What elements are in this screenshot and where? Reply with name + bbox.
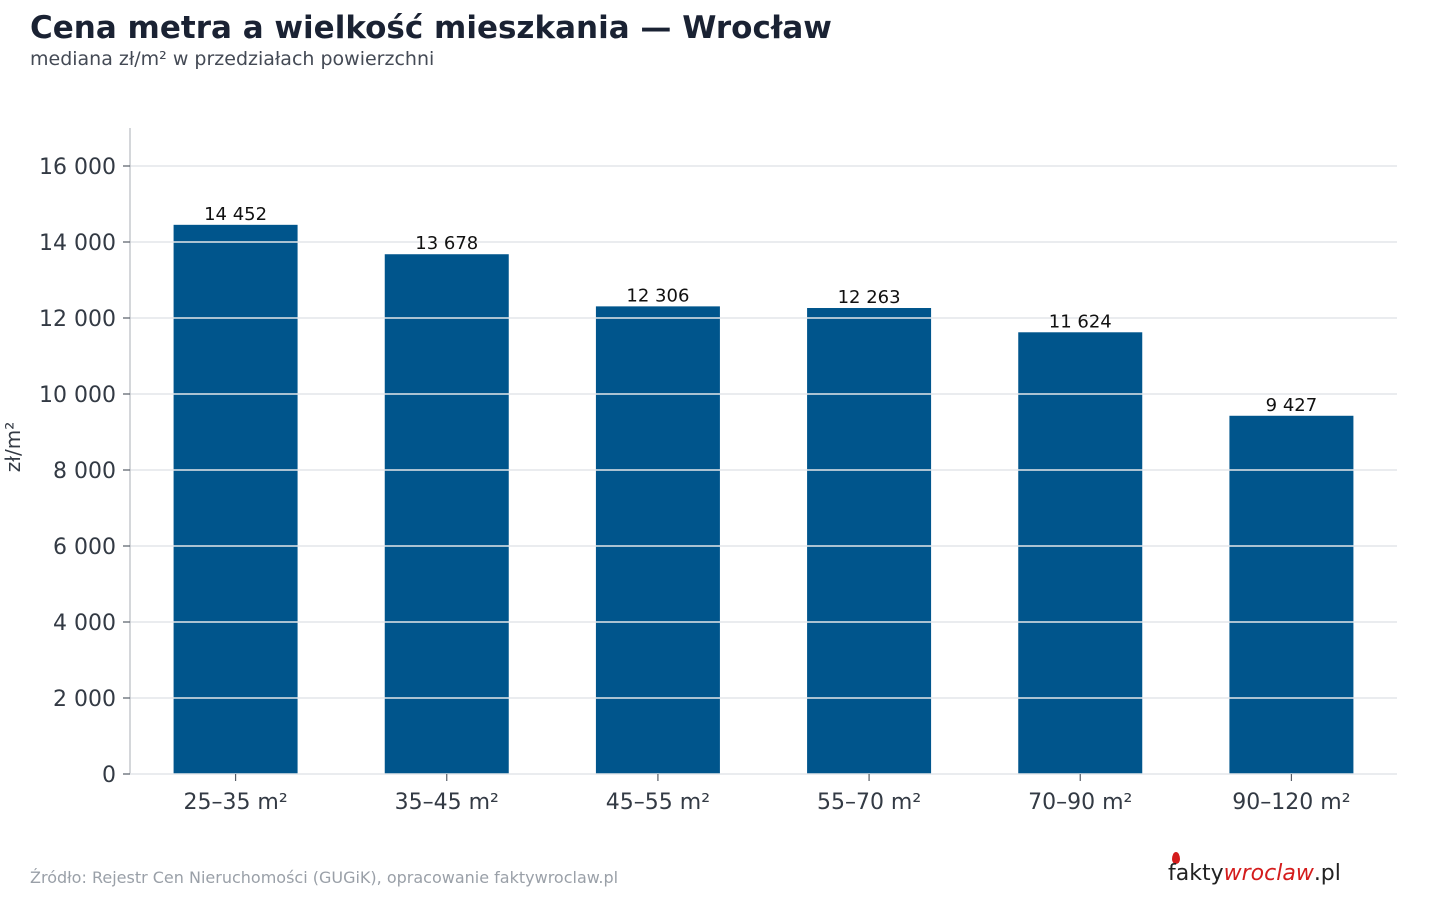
bar-value-label: 13 678	[415, 233, 478, 254]
bar-value-label: 12 306	[626, 285, 689, 306]
grid-lines	[130, 165, 1397, 699]
y-tick-label: 6 000	[53, 535, 116, 560]
y-tick-label: 10 000	[39, 383, 116, 408]
y-tick-label: 2 000	[53, 687, 116, 712]
y-axis-ticks: 0 2 000 4 000 6 000 8 000 10 000 12 000 14 000 1…	[39, 155, 130, 788]
x-tick-label: 55–70 m²	[817, 790, 921, 815]
x-tick-label: 90–120 m²	[1232, 790, 1350, 815]
source-note: Źródło: Rejestr Cen Nieruchomości (GUGiK…	[30, 868, 619, 887]
y-tick-label: 16 000	[39, 155, 116, 180]
y-tick-label: 4 000	[53, 611, 116, 636]
bar	[807, 308, 932, 774]
logo-text-pl: .pl	[1313, 861, 1341, 886]
chart-title: Cena metra a wielkość mieszkania — Wrocł…	[30, 10, 832, 46]
bar	[1018, 332, 1143, 774]
bar	[173, 224, 298, 775]
bar-value-label: 12 263	[838, 287, 901, 308]
bar	[595, 306, 720, 774]
bars-group	[173, 224, 1354, 775]
x-tick-label: 45–55 m²	[606, 790, 710, 815]
x-tick-label: 25–35 m²	[183, 790, 287, 815]
bar	[1229, 415, 1354, 774]
bar	[384, 254, 509, 775]
logo-text-wroclaw: wroclaw	[1223, 861, 1314, 886]
x-axis-ticks: 25–35 m² 14 452 35–45 m² 13 678 45–55 m² 12 3…	[183, 204, 1350, 815]
x-tick-label: 35–45 m²	[395, 790, 499, 815]
logo-drop-icon	[1172, 852, 1180, 864]
y-tick-label: 12 000	[39, 307, 116, 332]
bar-value-label: 9 427	[1266, 395, 1318, 416]
y-tick-label: 0	[102, 763, 116, 788]
bar-value-label: 14 452	[204, 204, 267, 225]
chart-subtitle: mediana zł/m² w przedziałach powierzchni	[30, 48, 435, 70]
y-tick-label: 14 000	[39, 231, 116, 256]
x-tick-label: 70–90 m²	[1028, 790, 1132, 815]
brand-logo: faktywroclaw.pl	[1168, 860, 1341, 888]
y-tick-label: 8 000	[53, 459, 116, 484]
bar-value-label: 11 624	[1049, 311, 1112, 332]
y-axis-title: zł/m²	[1, 422, 25, 472]
logo-text-fakty: fakty	[1168, 861, 1224, 886]
